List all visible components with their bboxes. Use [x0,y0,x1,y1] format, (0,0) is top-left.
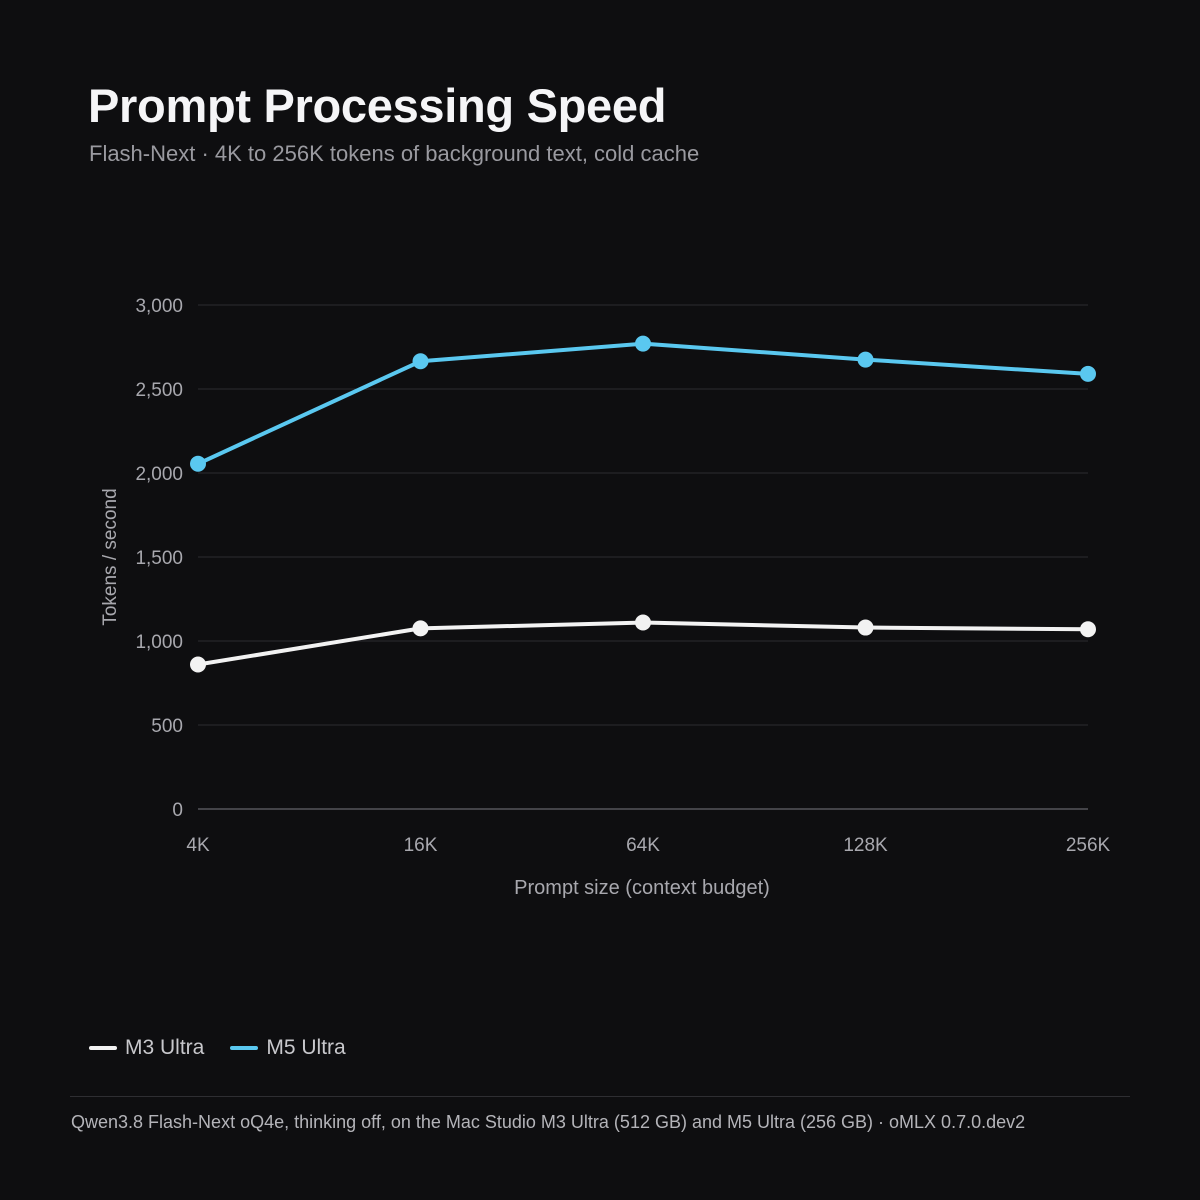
line-chart: 0 500 1,000 1,500 2,000 2,500 3,000 4K 16K 64K 12… [100,296,1111,899]
data-point-m5-ultra [412,353,429,370]
data-point-m5-ultra [857,351,874,368]
y-tick-label: 1,000 [135,632,183,653]
legend-swatch [230,1046,259,1050]
x-tick-label: 256K [1066,835,1111,856]
y-tick-label: 500 [151,716,183,737]
data-point-m3-ultra [857,619,874,636]
data-point-m5-ultra [1080,365,1096,382]
x-tick-label: 16K [404,835,438,856]
x-tick-labels: 4K 16K 64K 128K 256K [186,835,1110,856]
x-axis-label: Prompt size (context budget) [514,877,770,899]
y-tick-label: 3,000 [135,296,183,317]
y-tick-label: 0 [172,800,183,821]
footnote: Qwen3.8 Flash-Next oQ4e, thinking off, o… [71,1112,1026,1132]
x-tick-label: 64K [626,835,660,856]
grid-lines [198,304,1088,810]
x-tick-label: 128K [843,835,888,856]
chart-subtitle: Flash-Next · 4K to 256K tokens of backgr… [89,141,700,166]
legend-label: M5 Ultra [266,1036,346,1059]
y-tick-label: 1,500 [135,548,183,569]
legend-item-m3-ultra: M3 Ultra [89,1036,204,1060]
data-point-m3-ultra [635,614,651,631]
chart-title: Prompt Processing Speed [88,79,667,132]
series-line-m5-ultra [196,341,1090,466]
x-tick-label: 4K [186,835,210,856]
data-point-m5-ultra [635,335,651,352]
series-points [190,335,1096,673]
footer-divider [70,1096,1130,1097]
y-tick-label: 2,500 [135,380,183,401]
legend-swatch [89,1046,117,1050]
data-point-m5-ultra [190,455,206,472]
data-point-m3-ultra [1080,621,1096,638]
chart-legend: M3 Ultra M5 Ultra [89,1036,346,1060]
y-tick-label: 2,000 [135,464,183,485]
legend-label: M3 Ultra [125,1036,205,1059]
data-point-m3-ultra [412,620,429,637]
data-point-m3-ultra [190,656,206,673]
y-axis-label: Tokens / second [100,488,121,625]
y-tick-labels: 0 500 1,000 1,500 2,000 2,500 3,000 [135,296,183,821]
legend-item-m5-ultra: M5 Ultra [230,1036,346,1060]
